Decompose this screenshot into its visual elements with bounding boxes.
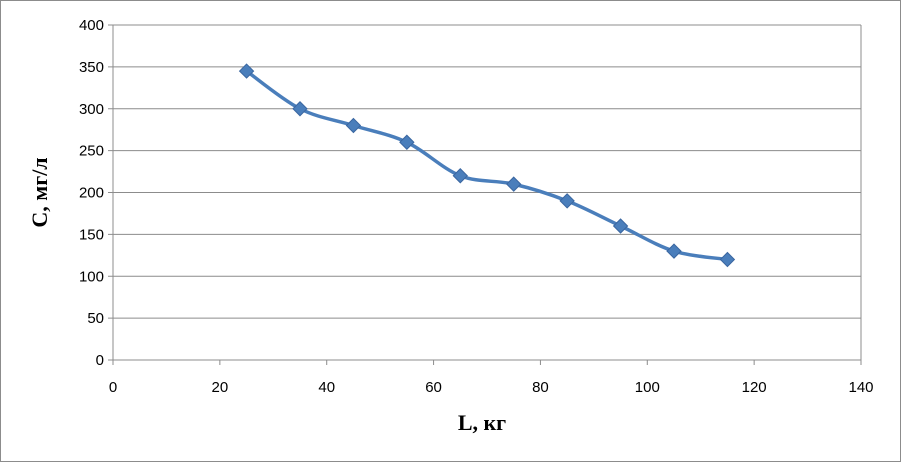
x-tick-label: 20: [212, 379, 229, 396]
data-point-5: [506, 176, 522, 192]
x-tick-label: 0: [109, 379, 117, 396]
gridlines: [113, 24, 861, 319]
series-line-0: [245, 69, 728, 262]
data-point-0: [238, 63, 255, 79]
x-tick-label: 140: [848, 379, 873, 396]
data-point-7: [612, 218, 629, 234]
x-tick-label: 120: [742, 379, 767, 396]
data-point-8: [666, 243, 682, 259]
data-point-6: [559, 193, 575, 209]
data-point-3: [399, 134, 415, 150]
x-tick-label: 100: [635, 379, 660, 396]
y-tick-label: 300: [79, 101, 104, 118]
data-point-1: [292, 101, 308, 117]
x-axis-title: L, кг: [458, 410, 506, 435]
x-tick-labels: 0 20 40 60 80 100 120 140: [109, 379, 874, 396]
x-tick-label: 80: [532, 379, 549, 396]
y-tick-label: 100: [79, 268, 104, 285]
y-tick-label: 150: [79, 226, 104, 243]
y-tick-label: 0: [96, 352, 104, 369]
y-tick-label: 50: [87, 310, 104, 327]
data-series: [238, 63, 736, 268]
y-tick-label: 250: [79, 143, 104, 160]
y-tick-label: 400: [79, 17, 104, 34]
y-tick-labels: 0 50 100 150 200 250 300 350 400: [79, 17, 104, 369]
y-tick-label: 200: [79, 185, 104, 202]
axes: [108, 24, 862, 365]
data-point-2: [345, 117, 362, 134]
data-point-4: [452, 168, 468, 184]
y-axis-title: C, мг/л: [27, 157, 52, 227]
y-tick-label: 350: [79, 59, 104, 76]
data-point-9: [719, 251, 736, 268]
x-tick-label: 40: [318, 379, 335, 396]
x-tick-label: 60: [425, 379, 442, 396]
